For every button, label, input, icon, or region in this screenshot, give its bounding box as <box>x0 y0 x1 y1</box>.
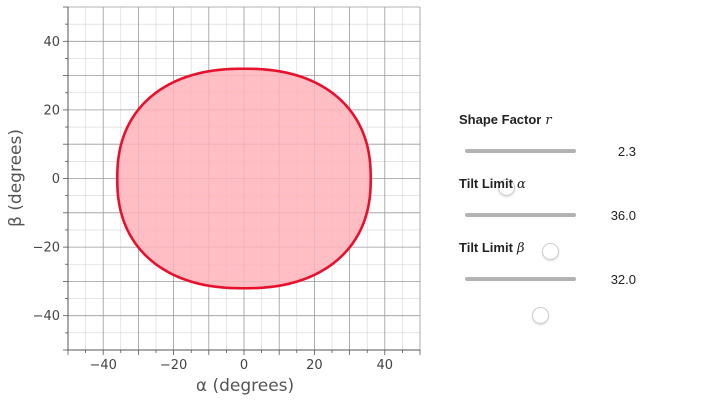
y-tick-label: 40 <box>43 35 60 50</box>
x-tick-label: −40 <box>89 358 116 373</box>
y-tick-label: −40 <box>33 309 60 324</box>
tilt-limit-alpha-symbol: α <box>516 177 526 192</box>
tilt-limit-beta-symbol: β <box>516 241 525 256</box>
tilt-limit-beta-label: Tilt Limit β <box>459 240 524 256</box>
shape-factor-text: Shape Factor <box>459 112 542 127</box>
superellipse-region <box>115 67 373 290</box>
tilt-limit-alpha-slider-track[interactable] <box>465 213 576 260</box>
tilt-limit-alpha-control: Tilt Limit α 36.0 <box>458 176 698 260</box>
shape-factor-value: 2.3 <box>617 144 636 159</box>
x-tick-label: 0 <box>240 358 248 373</box>
tilt-limit-alpha-text: Tilt Limit <box>459 176 513 191</box>
tilt-limit-beta-value: 32.0 <box>610 272 636 287</box>
tilt-limit-alpha-value: 36.0 <box>610 208 636 223</box>
shape-factor-label: Shape Factor r <box>459 112 552 128</box>
tilt-limit-beta-slider-handle[interactable] <box>531 307 549 324</box>
x-axis-ticks: −40 −20 0 20 40 <box>67 350 421 373</box>
shape-factor-symbol: r <box>545 113 552 128</box>
y-tick-label: 0 <box>52 172 60 187</box>
tilt-limit-beta-text: Tilt Limit <box>459 240 513 255</box>
shape-factor-slider-handle[interactable] <box>497 179 515 196</box>
tilt-limit-alpha-label: Tilt Limit α <box>459 176 526 192</box>
control-panel: Shape Factor r 2.3 Tilt Limit α 36.0 Tilt … <box>458 112 698 324</box>
tilt-limit-beta-slider-track[interactable] <box>465 277 576 324</box>
y-axis-label: β (degrees) <box>6 129 26 227</box>
y-axis-ticks: −40 −20 0 20 40 <box>33 6 68 351</box>
x-tick-label: 20 <box>306 358 323 373</box>
tilt-limit-beta-control: Tilt Limit β 32.0 <box>458 240 698 324</box>
x-tick-label: −20 <box>160 358 187 373</box>
x-tick-label: 40 <box>377 358 394 373</box>
tilt-limit-alpha-slider-handle[interactable] <box>541 243 559 260</box>
y-tick-label: 20 <box>43 103 60 118</box>
y-tick-label: −20 <box>33 241 60 256</box>
x-axis-label: α (degrees) <box>196 376 294 396</box>
shape-factor-control: Shape Factor r 2.3 <box>458 112 698 196</box>
shape-factor-slider-track[interactable] <box>465 149 576 196</box>
